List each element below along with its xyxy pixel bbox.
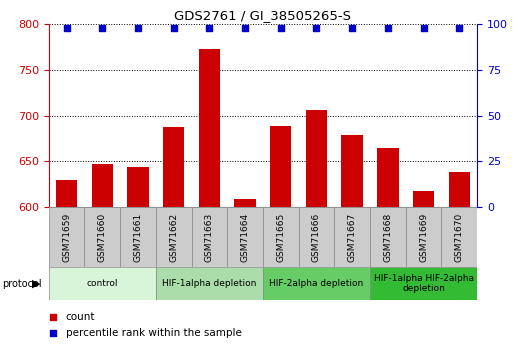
Bar: [56, 179, 77, 207]
Point: [49, 314, 57, 319]
Text: GSM71664: GSM71664: [241, 213, 249, 262]
Bar: [163, 127, 184, 207]
FancyBboxPatch shape: [191, 207, 227, 267]
Bar: [377, 148, 399, 207]
FancyBboxPatch shape: [299, 207, 334, 267]
Text: HIF-1alpha depletion: HIF-1alpha depletion: [162, 279, 256, 288]
FancyBboxPatch shape: [370, 207, 406, 267]
Text: GSM71663: GSM71663: [205, 213, 214, 262]
Point: [49, 330, 57, 336]
Point: [312, 25, 321, 31]
Text: GSM71659: GSM71659: [62, 213, 71, 262]
Point: [170, 25, 178, 31]
Text: GSM71668: GSM71668: [383, 213, 392, 262]
Point: [63, 25, 71, 31]
FancyBboxPatch shape: [370, 267, 477, 300]
Text: GSM71669: GSM71669: [419, 213, 428, 262]
Bar: [306, 110, 327, 207]
Text: HIF-2alpha depletion: HIF-2alpha depletion: [269, 279, 364, 288]
FancyBboxPatch shape: [263, 267, 370, 300]
FancyBboxPatch shape: [156, 267, 263, 300]
FancyBboxPatch shape: [334, 207, 370, 267]
FancyBboxPatch shape: [85, 207, 120, 267]
FancyBboxPatch shape: [227, 207, 263, 267]
Bar: [270, 126, 291, 207]
Point: [205, 25, 213, 31]
FancyBboxPatch shape: [49, 207, 85, 267]
Bar: [234, 199, 256, 207]
Text: HIF-1alpha HIF-2alpha
depletion: HIF-1alpha HIF-2alpha depletion: [373, 274, 473, 294]
Text: GSM71662: GSM71662: [169, 213, 178, 262]
FancyBboxPatch shape: [49, 267, 156, 300]
Point: [277, 25, 285, 31]
Point: [455, 25, 463, 31]
Text: percentile rank within the sample: percentile rank within the sample: [66, 328, 242, 338]
Text: GSM71670: GSM71670: [455, 213, 464, 262]
FancyBboxPatch shape: [120, 207, 156, 267]
Bar: [448, 172, 470, 207]
FancyBboxPatch shape: [263, 207, 299, 267]
Text: GSM71660: GSM71660: [98, 213, 107, 262]
Text: GSM71666: GSM71666: [312, 213, 321, 262]
Text: ▶: ▶: [32, 279, 40, 289]
Text: count: count: [66, 312, 95, 322]
Text: GSM71661: GSM71661: [133, 213, 143, 262]
Text: GSM71665: GSM71665: [277, 213, 285, 262]
Bar: [342, 135, 363, 207]
Text: protocol: protocol: [3, 279, 42, 289]
Point: [134, 25, 142, 31]
Bar: [127, 167, 149, 207]
Point: [348, 25, 356, 31]
Point: [420, 25, 428, 31]
FancyBboxPatch shape: [406, 207, 441, 267]
Point: [98, 25, 106, 31]
FancyBboxPatch shape: [156, 207, 191, 267]
FancyBboxPatch shape: [441, 207, 477, 267]
Text: control: control: [87, 279, 118, 288]
Bar: [199, 49, 220, 207]
Point: [241, 25, 249, 31]
Bar: [91, 164, 113, 207]
Title: GDS2761 / GI_38505265-S: GDS2761 / GI_38505265-S: [174, 9, 351, 22]
Point: [384, 25, 392, 31]
Bar: [413, 190, 434, 207]
Text: GSM71667: GSM71667: [348, 213, 357, 262]
